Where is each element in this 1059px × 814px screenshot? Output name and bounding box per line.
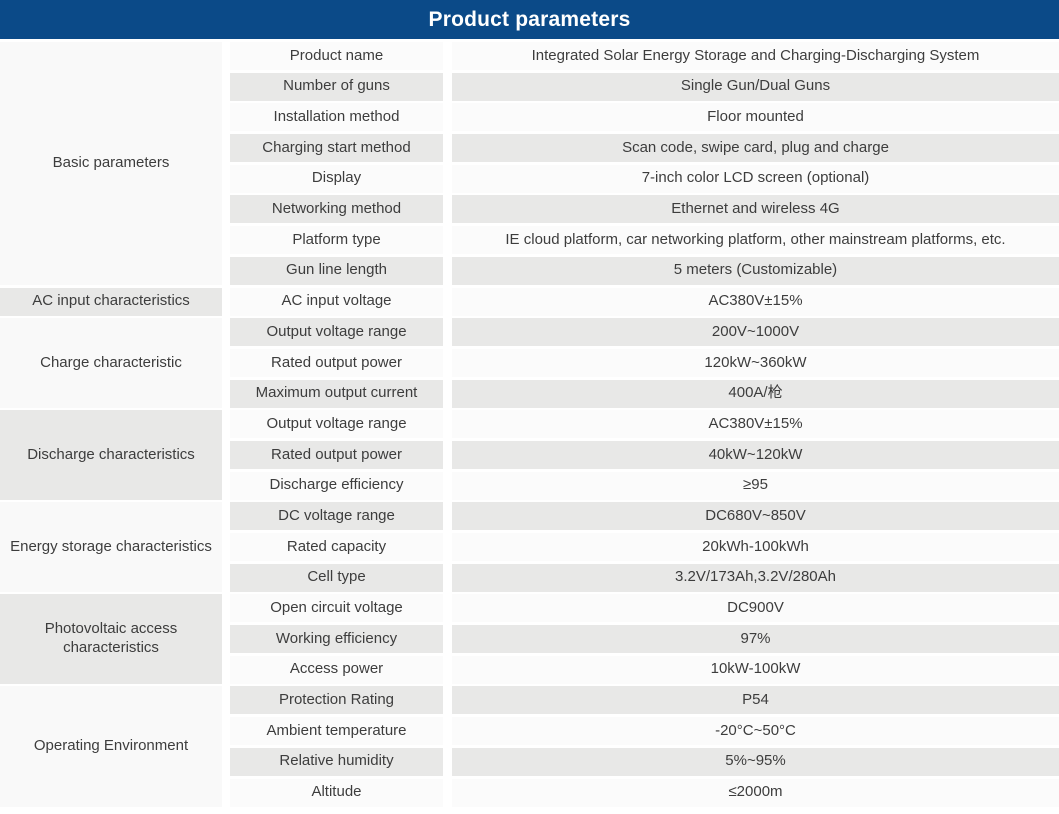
param-value-cell: Floor mounted xyxy=(452,103,1059,132)
param-name-cell: Gun line length xyxy=(230,256,443,285)
param-value-cell: 5 meters (Customizable) xyxy=(452,256,1059,285)
param-name-cell: Rated output power xyxy=(230,348,443,377)
param-value-cell: P54 xyxy=(452,686,1059,715)
param-name-cell: Protection Rating xyxy=(230,686,443,715)
param-value-cell: Integrated Solar Energy Storage and Char… xyxy=(452,42,1059,70)
param-value-cell: 20kWh-100kWh xyxy=(452,533,1059,561)
param-name-cell: Platform type xyxy=(230,226,443,255)
param-value-cell: AC380V±15% xyxy=(452,410,1059,439)
param-name-cell: Output voltage range xyxy=(230,410,443,439)
param-value-cell: DC900V xyxy=(452,594,1059,623)
param-name-cell: Rated output power xyxy=(230,440,443,469)
param-value-cell: Ethernet and wireless 4G xyxy=(452,195,1059,224)
param-name-cell: Cell type xyxy=(230,563,443,592)
param-value-cell: 10kW-100kW xyxy=(452,655,1059,684)
category-cell: Discharge characteristics xyxy=(0,410,222,500)
param-value-cell: 97% xyxy=(452,625,1059,654)
param-name-cell: Number of guns xyxy=(230,72,443,101)
param-value-cell: 40kW~120kW xyxy=(452,440,1059,469)
param-value-cell: ≥95 xyxy=(452,471,1059,500)
param-name-cell: Product name xyxy=(230,42,443,70)
param-name-cell: Discharge efficiency xyxy=(230,471,443,500)
param-value-cell: 3.2V/173Ah,3.2V/280Ah xyxy=(452,563,1059,592)
category-cell: Energy storage characteristics xyxy=(0,502,222,592)
param-name-cell: Open circuit voltage xyxy=(230,594,443,623)
param-name-cell: Output voltage range xyxy=(230,318,443,347)
param-name-cell: DC voltage range xyxy=(230,502,443,531)
category-cell: Operating Environment xyxy=(0,686,222,807)
page-title-bar: Product parameters xyxy=(0,0,1059,39)
param-name-cell: Rated capacity xyxy=(230,533,443,561)
param-value-cell: 7-inch color LCD screen (optional) xyxy=(452,164,1059,193)
param-name-cell: Charging start method xyxy=(230,134,443,163)
param-value-cell: ≤2000m xyxy=(452,778,1059,807)
param-value-cell: Single Gun/Dual Guns xyxy=(452,72,1059,101)
param-name-cell: Networking method xyxy=(230,195,443,224)
param-name-cell: Working efficiency xyxy=(230,625,443,654)
param-value-cell: Scan code, swipe card, plug and charge xyxy=(452,134,1059,163)
param-value-cell: 5%~95% xyxy=(452,747,1059,776)
param-name-cell: Access power xyxy=(230,655,443,684)
param-value-cell: DC680V~850V xyxy=(452,502,1059,531)
category-cell: Photovoltaic access characteristics xyxy=(0,594,222,684)
param-value-cell: AC380V±15% xyxy=(452,287,1059,316)
param-name-cell: Installation method xyxy=(230,103,443,132)
param-value-cell: 200V~1000V xyxy=(452,318,1059,347)
param-name-cell: Display xyxy=(230,164,443,193)
param-value-cell: 120kW~360kW xyxy=(452,348,1059,377)
param-name-cell: Relative humidity xyxy=(230,747,443,776)
param-name-cell: AC input voltage xyxy=(230,287,443,316)
category-cell: Charge characteristic xyxy=(0,318,222,408)
param-value-cell: -20°C~50°C xyxy=(452,717,1059,746)
category-cell: Basic parameters xyxy=(0,42,222,285)
category-cell: AC input characteristics xyxy=(0,287,222,316)
param-value-cell: IE cloud platform, car networking platfo… xyxy=(452,226,1059,255)
param-name-cell: Maximum output current xyxy=(230,379,443,408)
param-name-cell: Ambient temperature xyxy=(230,717,443,746)
product-parameters-table: Basic parameters Product name Integrated S… xyxy=(0,42,1059,807)
param-name-cell: Altitude xyxy=(230,778,443,807)
page-title: Product parameters xyxy=(428,7,631,31)
param-value-cell: 400A/枪 xyxy=(452,379,1059,408)
